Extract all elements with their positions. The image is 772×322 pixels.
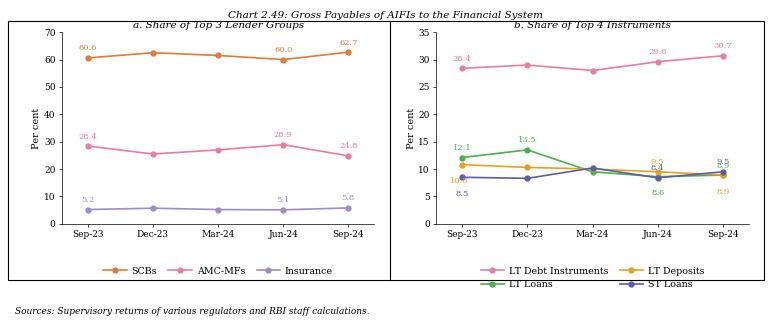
Line: AMC-MFs: AMC-MFs [86, 142, 350, 158]
LT Debt Instruments [458, 66, 467, 70]
AMC-MFs [213, 148, 223, 152]
Text: 24.8: 24.8 [339, 142, 357, 150]
ST Loans [718, 170, 727, 174]
Text: 60.6: 60.6 [79, 44, 97, 52]
LT Loans [458, 156, 467, 159]
LT Loans [588, 170, 598, 174]
LT Deposits [458, 163, 467, 166]
Line: LT Loans: LT Loans [460, 147, 725, 179]
Text: 28.4: 28.4 [453, 55, 472, 63]
Insurance [279, 208, 288, 212]
LT Debt Instruments [653, 60, 662, 64]
Line: LT Debt Instruments: LT Debt Instruments [460, 53, 725, 73]
Text: 8.5: 8.5 [455, 190, 469, 198]
Text: 5.8: 5.8 [342, 194, 355, 202]
Text: 60.0: 60.0 [274, 46, 293, 54]
LT Deposits [588, 167, 598, 171]
Title: a. Share of Top 3 Lender Groups: a. Share of Top 3 Lender Groups [133, 21, 303, 30]
LT Deposits [718, 173, 727, 177]
Text: 28.4: 28.4 [79, 133, 97, 140]
Text: 9.5: 9.5 [651, 158, 665, 166]
SCBs [83, 56, 93, 60]
LT Deposits [523, 166, 532, 169]
Line: Insurance: Insurance [86, 205, 350, 212]
LT Loans [523, 148, 532, 152]
Legend: LT Debt Instruments, LT Loans, LT Deposits, ST Loans: LT Debt Instruments, LT Loans, LT Deposi… [477, 263, 708, 293]
AMC-MFs [344, 154, 353, 158]
SCBs [344, 50, 353, 54]
Text: 8.6: 8.6 [651, 189, 664, 197]
Text: 28.9: 28.9 [274, 131, 293, 139]
AMC-MFs [279, 143, 288, 147]
Insurance [83, 208, 93, 212]
Y-axis label: Per cent: Per cent [32, 107, 41, 149]
Text: 13.5: 13.5 [518, 136, 537, 144]
LT Loans [653, 175, 662, 179]
Y-axis label: Per cent: Per cent [407, 107, 415, 149]
Title: b. Share of Top 4 Instruments: b. Share of Top 4 Instruments [514, 21, 671, 30]
ST Loans [523, 176, 532, 180]
Line: ST Loans: ST Loans [460, 166, 725, 181]
Legend: SCBs, AMC-MFs, Insurance: SCBs, AMC-MFs, Insurance [100, 263, 337, 279]
Text: 29.6: 29.6 [648, 48, 667, 56]
Text: 30.7: 30.7 [713, 42, 732, 50]
Line: SCBs: SCBs [86, 50, 350, 62]
Text: 5.2: 5.2 [81, 196, 94, 204]
SCBs [279, 58, 288, 62]
Line: LT Deposits: LT Deposits [460, 162, 725, 177]
AMC-MFs [148, 152, 157, 156]
LT Debt Instruments [523, 63, 532, 67]
Text: Chart 2.49: Gross Payables of AIFIs to the Financial System: Chart 2.49: Gross Payables of AIFIs to t… [229, 11, 543, 20]
Text: 12.1: 12.1 [453, 144, 472, 152]
ST Loans [588, 166, 598, 170]
Text: 10.8: 10.8 [450, 177, 469, 185]
Text: 8.9: 8.9 [716, 162, 730, 169]
SCBs [213, 53, 223, 57]
LT Loans [718, 173, 727, 177]
Text: 8.9: 8.9 [716, 188, 730, 195]
ST Loans [653, 176, 662, 180]
Text: 8.4: 8.4 [651, 164, 665, 172]
LT Debt Instruments [588, 69, 598, 72]
LT Deposits [653, 170, 662, 174]
Insurance [344, 206, 353, 210]
Insurance [213, 208, 223, 212]
Text: 9.5: 9.5 [716, 158, 730, 166]
Insurance [148, 206, 157, 210]
LT Debt Instruments [718, 54, 727, 58]
Text: 5.1: 5.1 [276, 196, 290, 204]
Text: Sources: Supervisory returns of various regulators and RBI staff calculations.: Sources: Supervisory returns of various … [15, 307, 370, 316]
AMC-MFs [83, 144, 93, 148]
Text: 62.7: 62.7 [339, 39, 357, 47]
ST Loans [458, 175, 467, 179]
SCBs [148, 51, 157, 55]
